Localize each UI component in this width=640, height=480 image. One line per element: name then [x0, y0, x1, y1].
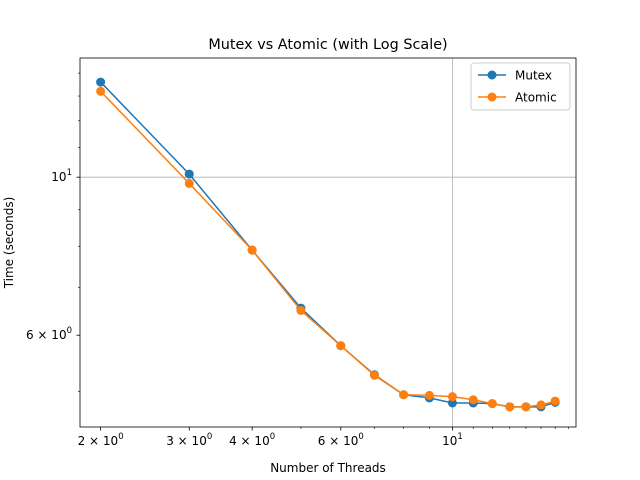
data-point-atomic	[424, 390, 434, 400]
data-point-atomic	[521, 402, 531, 412]
series-layer	[96, 77, 560, 412]
data-point-atomic	[447, 392, 457, 402]
plot-frame	[79, 57, 577, 428]
data-point-atomic	[399, 390, 409, 400]
legend-marker-mutex	[487, 70, 497, 80]
data-point-atomic	[369, 370, 379, 380]
y-tick-label: 6 × 100	[26, 326, 72, 342]
x-axis-label: Number of Threads	[270, 461, 386, 475]
x-tick-label: 101	[442, 432, 463, 448]
x-tick-label: 4 × 100	[229, 432, 275, 448]
data-point-atomic	[184, 178, 194, 188]
data-point-atomic	[296, 305, 306, 315]
data-point-atomic	[487, 399, 497, 409]
x-tick-label: 3 × 100	[166, 432, 212, 448]
x-tick-label: 2 × 100	[78, 432, 124, 448]
data-point-atomic	[468, 395, 478, 405]
legend: Mutex Atomic	[470, 62, 571, 111]
data-point-atomic	[505, 402, 515, 412]
x-tick-label: 6 × 100	[318, 432, 364, 448]
grid	[80, 58, 576, 427]
y-axis-label: Time (seconds)	[2, 197, 16, 290]
chart-title: Mutex vs Atomic (with Log Scale)	[208, 37, 447, 53]
data-point-atomic	[536, 400, 546, 410]
data-point-atomic	[96, 86, 106, 96]
data-point-mutex	[184, 169, 194, 179]
ticks: 2 × 100 3 × 100 4 × 100 6 × 100 101 6 × 100 10…	[26, 72, 569, 448]
data-point-atomic	[247, 245, 257, 255]
legend-label-mutex: Mutex	[515, 69, 552, 83]
data-point-mutex	[96, 77, 106, 87]
data-point-atomic	[550, 396, 560, 406]
data-point-atomic	[336, 341, 346, 351]
y-tick-label: 101	[51, 168, 72, 184]
legend-marker-atomic	[487, 92, 497, 102]
legend-label-atomic: Atomic	[515, 91, 557, 105]
data-point-mutex	[447, 398, 457, 408]
